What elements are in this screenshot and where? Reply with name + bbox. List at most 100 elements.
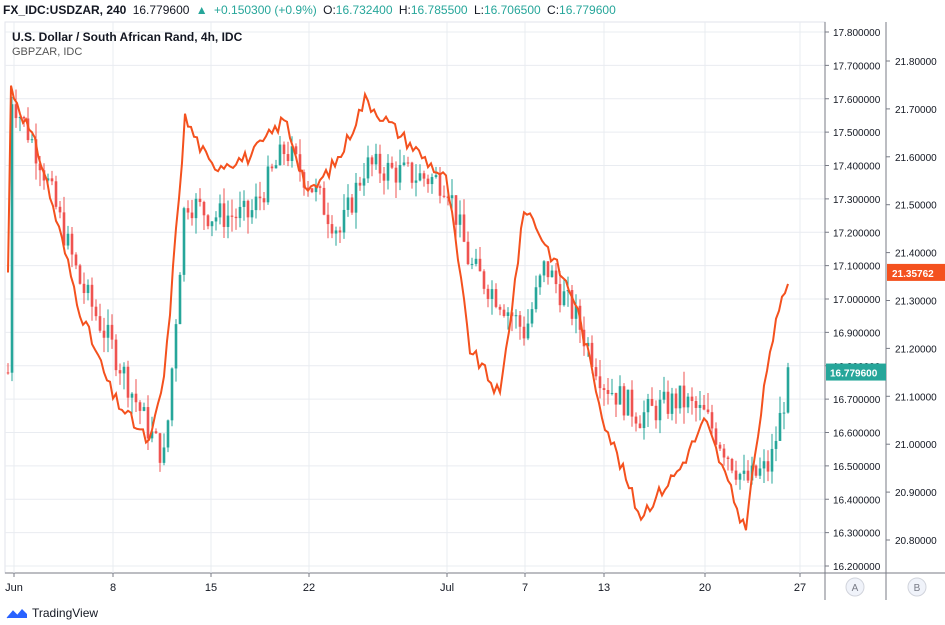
candle-body	[638, 423, 642, 429]
price-badge-label: 16.779600	[830, 369, 878, 380]
high-value: 16.785500	[410, 3, 468, 17]
candle-body	[670, 393, 674, 414]
candle-body	[306, 187, 310, 189]
candle-body	[466, 241, 470, 265]
candle-body	[286, 154, 290, 162]
candle-body	[134, 393, 138, 403]
candle-body	[494, 289, 498, 307]
candle-body	[198, 198, 202, 202]
left-scale-label: 17.000000	[833, 295, 881, 306]
open-value: 16.732400	[335, 3, 393, 17]
gbpzar-line[interactable]	[7, 85, 789, 531]
tradingview-logo[interactable]: TradingView	[6, 606, 98, 620]
candle-body	[782, 412, 786, 414]
candle-body	[214, 217, 218, 222]
right-scale-label: 21.30000	[895, 297, 937, 308]
candle-body	[178, 274, 182, 325]
candle-body	[342, 209, 346, 233]
candle-body	[682, 385, 686, 408]
candle-body	[350, 197, 354, 213]
candle-body	[718, 444, 722, 449]
price-change: +0.150300 (+0.9%)	[214, 3, 317, 17]
candle-body	[434, 175, 438, 178]
candle-body	[654, 405, 658, 421]
candle-body	[170, 368, 174, 421]
candle-body	[762, 461, 766, 469]
candle-body	[658, 399, 662, 421]
time-axis-label: 27	[794, 582, 806, 594]
right-scale-label: 21.00000	[895, 440, 937, 451]
candle-body	[390, 162, 394, 168]
plot-area[interactable]	[4, 21, 826, 574]
candle-body	[346, 197, 350, 210]
candle-body	[46, 178, 50, 181]
candle-body	[534, 287, 538, 310]
price-badge	[826, 363, 886, 381]
candle-body	[110, 324, 114, 340]
tradingview-wordmark: TradingView	[32, 606, 99, 620]
candle-body	[678, 385, 682, 409]
low-value: 16.706500	[483, 3, 541, 17]
time-axis-label: 22	[303, 582, 315, 594]
candle-body	[702, 404, 706, 410]
candle-body	[294, 146, 298, 155]
candle-body	[234, 216, 238, 219]
candle-body	[130, 393, 134, 398]
candle-body	[650, 398, 654, 406]
candle-body	[546, 261, 550, 278]
candle-body	[634, 416, 638, 424]
candle-body	[82, 283, 86, 294]
candle-body	[70, 233, 74, 255]
candle-body	[602, 388, 606, 391]
scale-b-button[interactable]	[907, 577, 927, 597]
candle-body	[706, 409, 710, 413]
candle-body	[774, 440, 778, 449]
candle-body	[186, 208, 190, 213]
candle-body	[210, 221, 214, 227]
left-scale-label: 17.400000	[833, 162, 881, 173]
candle-body	[402, 162, 406, 165]
left-scale-label: 16.200000	[833, 562, 881, 573]
candle-body	[374, 153, 378, 165]
candle-body	[622, 386, 626, 416]
candle-body	[626, 389, 630, 416]
candle-body	[478, 258, 482, 272]
candle-body	[78, 265, 82, 284]
candle-body	[282, 144, 286, 155]
scale-a-button[interactable]	[845, 577, 865, 597]
candle-body	[314, 186, 318, 193]
compare-legend[interactable]: GBPZAR, IDC	[12, 46, 83, 58]
candle-body	[690, 396, 694, 402]
candle-body	[334, 230, 338, 234]
candle-body	[454, 195, 458, 225]
left-scale-label: 16.500000	[833, 462, 881, 473]
candle-body	[62, 212, 66, 246]
open-label: O:	[323, 3, 336, 17]
candle-body	[486, 288, 490, 299]
candle-body	[458, 214, 462, 225]
candle-body	[230, 215, 234, 217]
candle-body	[354, 182, 358, 213]
tradingview-icon	[6, 609, 27, 619]
candle-body	[422, 173, 426, 179]
candle-body	[222, 203, 226, 227]
candle-body	[642, 412, 646, 429]
candle-body	[538, 275, 542, 288]
candle-body	[766, 461, 770, 472]
candle-body	[310, 188, 314, 193]
candle-body	[502, 309, 506, 316]
left-scale-label: 17.500000	[833, 128, 881, 139]
right-scale-label: 21.70000	[895, 105, 937, 116]
price-chart[interactable]: 17.800000 17.700000 17.600000 17.500000 17.4…	[0, 0, 945, 600]
symbol-name[interactable]: FX_IDC:USDZAR, 240	[3, 3, 127, 17]
chart-legend-title[interactable]: U.S. Dollar / South African Rand, 4h, ID…	[12, 30, 243, 44]
candle-body	[758, 468, 762, 476]
candle-body	[166, 420, 170, 448]
close-label: C:	[547, 3, 560, 17]
candle-body	[698, 404, 702, 408]
candle-body	[570, 290, 574, 319]
time-axis-label: 13	[598, 582, 610, 594]
candle-body	[554, 270, 558, 285]
candle-body	[714, 428, 718, 445]
candle-body	[250, 210, 254, 218]
